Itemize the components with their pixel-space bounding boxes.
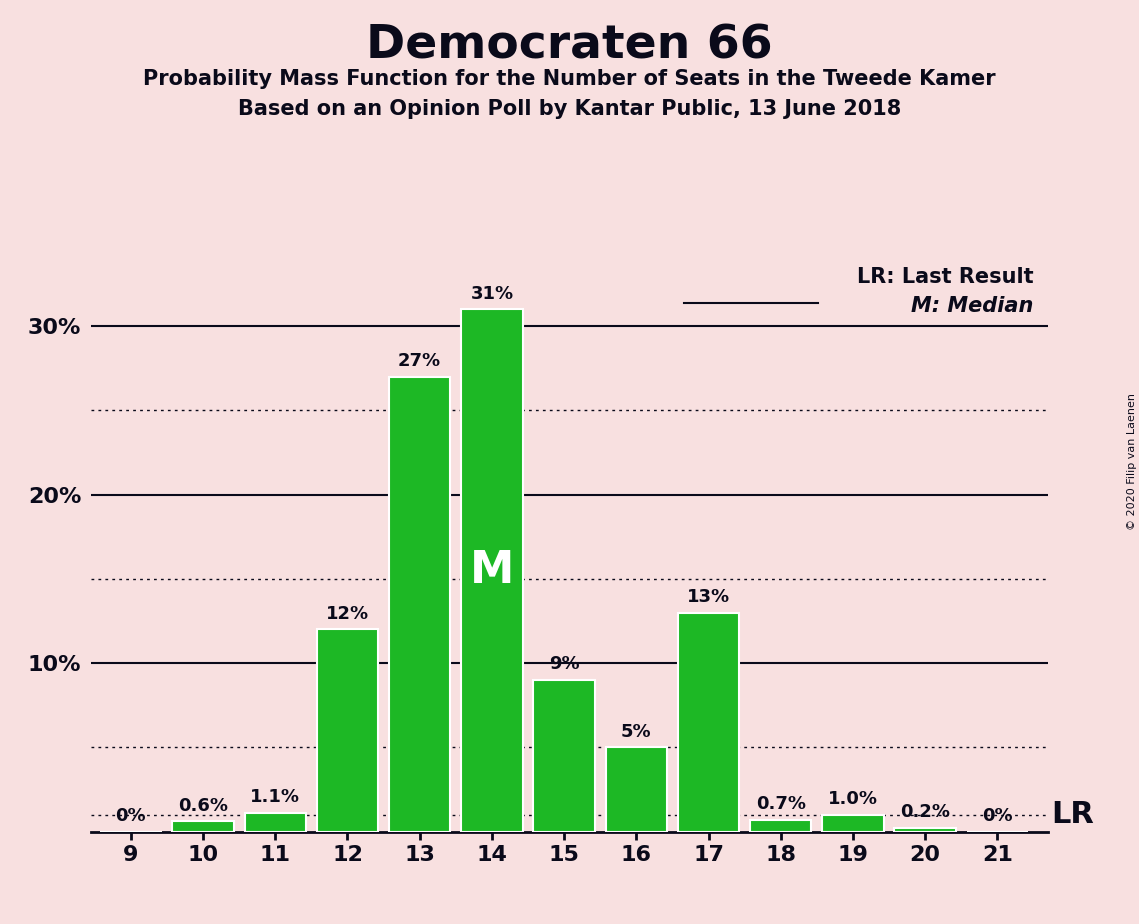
Bar	[822, 815, 884, 832]
Bar	[606, 748, 667, 832]
Text: 0.2%: 0.2%	[900, 804, 950, 821]
Bar	[678, 613, 739, 832]
Bar	[894, 828, 956, 832]
Text: 31%: 31%	[470, 285, 514, 302]
Text: 12%: 12%	[326, 604, 369, 623]
Bar	[245, 813, 306, 832]
Text: Based on an Opinion Poll by Kantar Public, 13 June 2018: Based on an Opinion Poll by Kantar Publi…	[238, 99, 901, 119]
Text: M: Median: M: Median	[911, 296, 1033, 316]
Text: 5%: 5%	[621, 723, 652, 741]
Bar	[317, 629, 378, 832]
Text: LR: Last Result: LR: Last Result	[857, 267, 1033, 287]
Text: Democraten 66: Democraten 66	[366, 23, 773, 68]
Text: 27%: 27%	[399, 352, 441, 370]
Bar	[749, 820, 811, 832]
Text: 1.0%: 1.0%	[828, 790, 878, 808]
Text: M: M	[469, 549, 514, 592]
Text: 13%: 13%	[687, 588, 730, 606]
Bar	[172, 821, 233, 832]
Bar	[390, 377, 450, 832]
Text: 0.6%: 0.6%	[178, 796, 228, 815]
Text: LR: LR	[1051, 800, 1095, 829]
Text: 0.7%: 0.7%	[755, 795, 805, 813]
Text: 1.1%: 1.1%	[251, 788, 301, 807]
Text: 9%: 9%	[549, 655, 580, 674]
Text: 0%: 0%	[115, 807, 146, 825]
Text: © 2020 Filip van Laenen: © 2020 Filip van Laenen	[1126, 394, 1137, 530]
Text: 0%: 0%	[982, 807, 1013, 825]
Text: Probability Mass Function for the Number of Seats in the Tweede Kamer: Probability Mass Function for the Number…	[144, 69, 995, 90]
Bar	[533, 680, 595, 832]
Bar	[461, 310, 523, 832]
